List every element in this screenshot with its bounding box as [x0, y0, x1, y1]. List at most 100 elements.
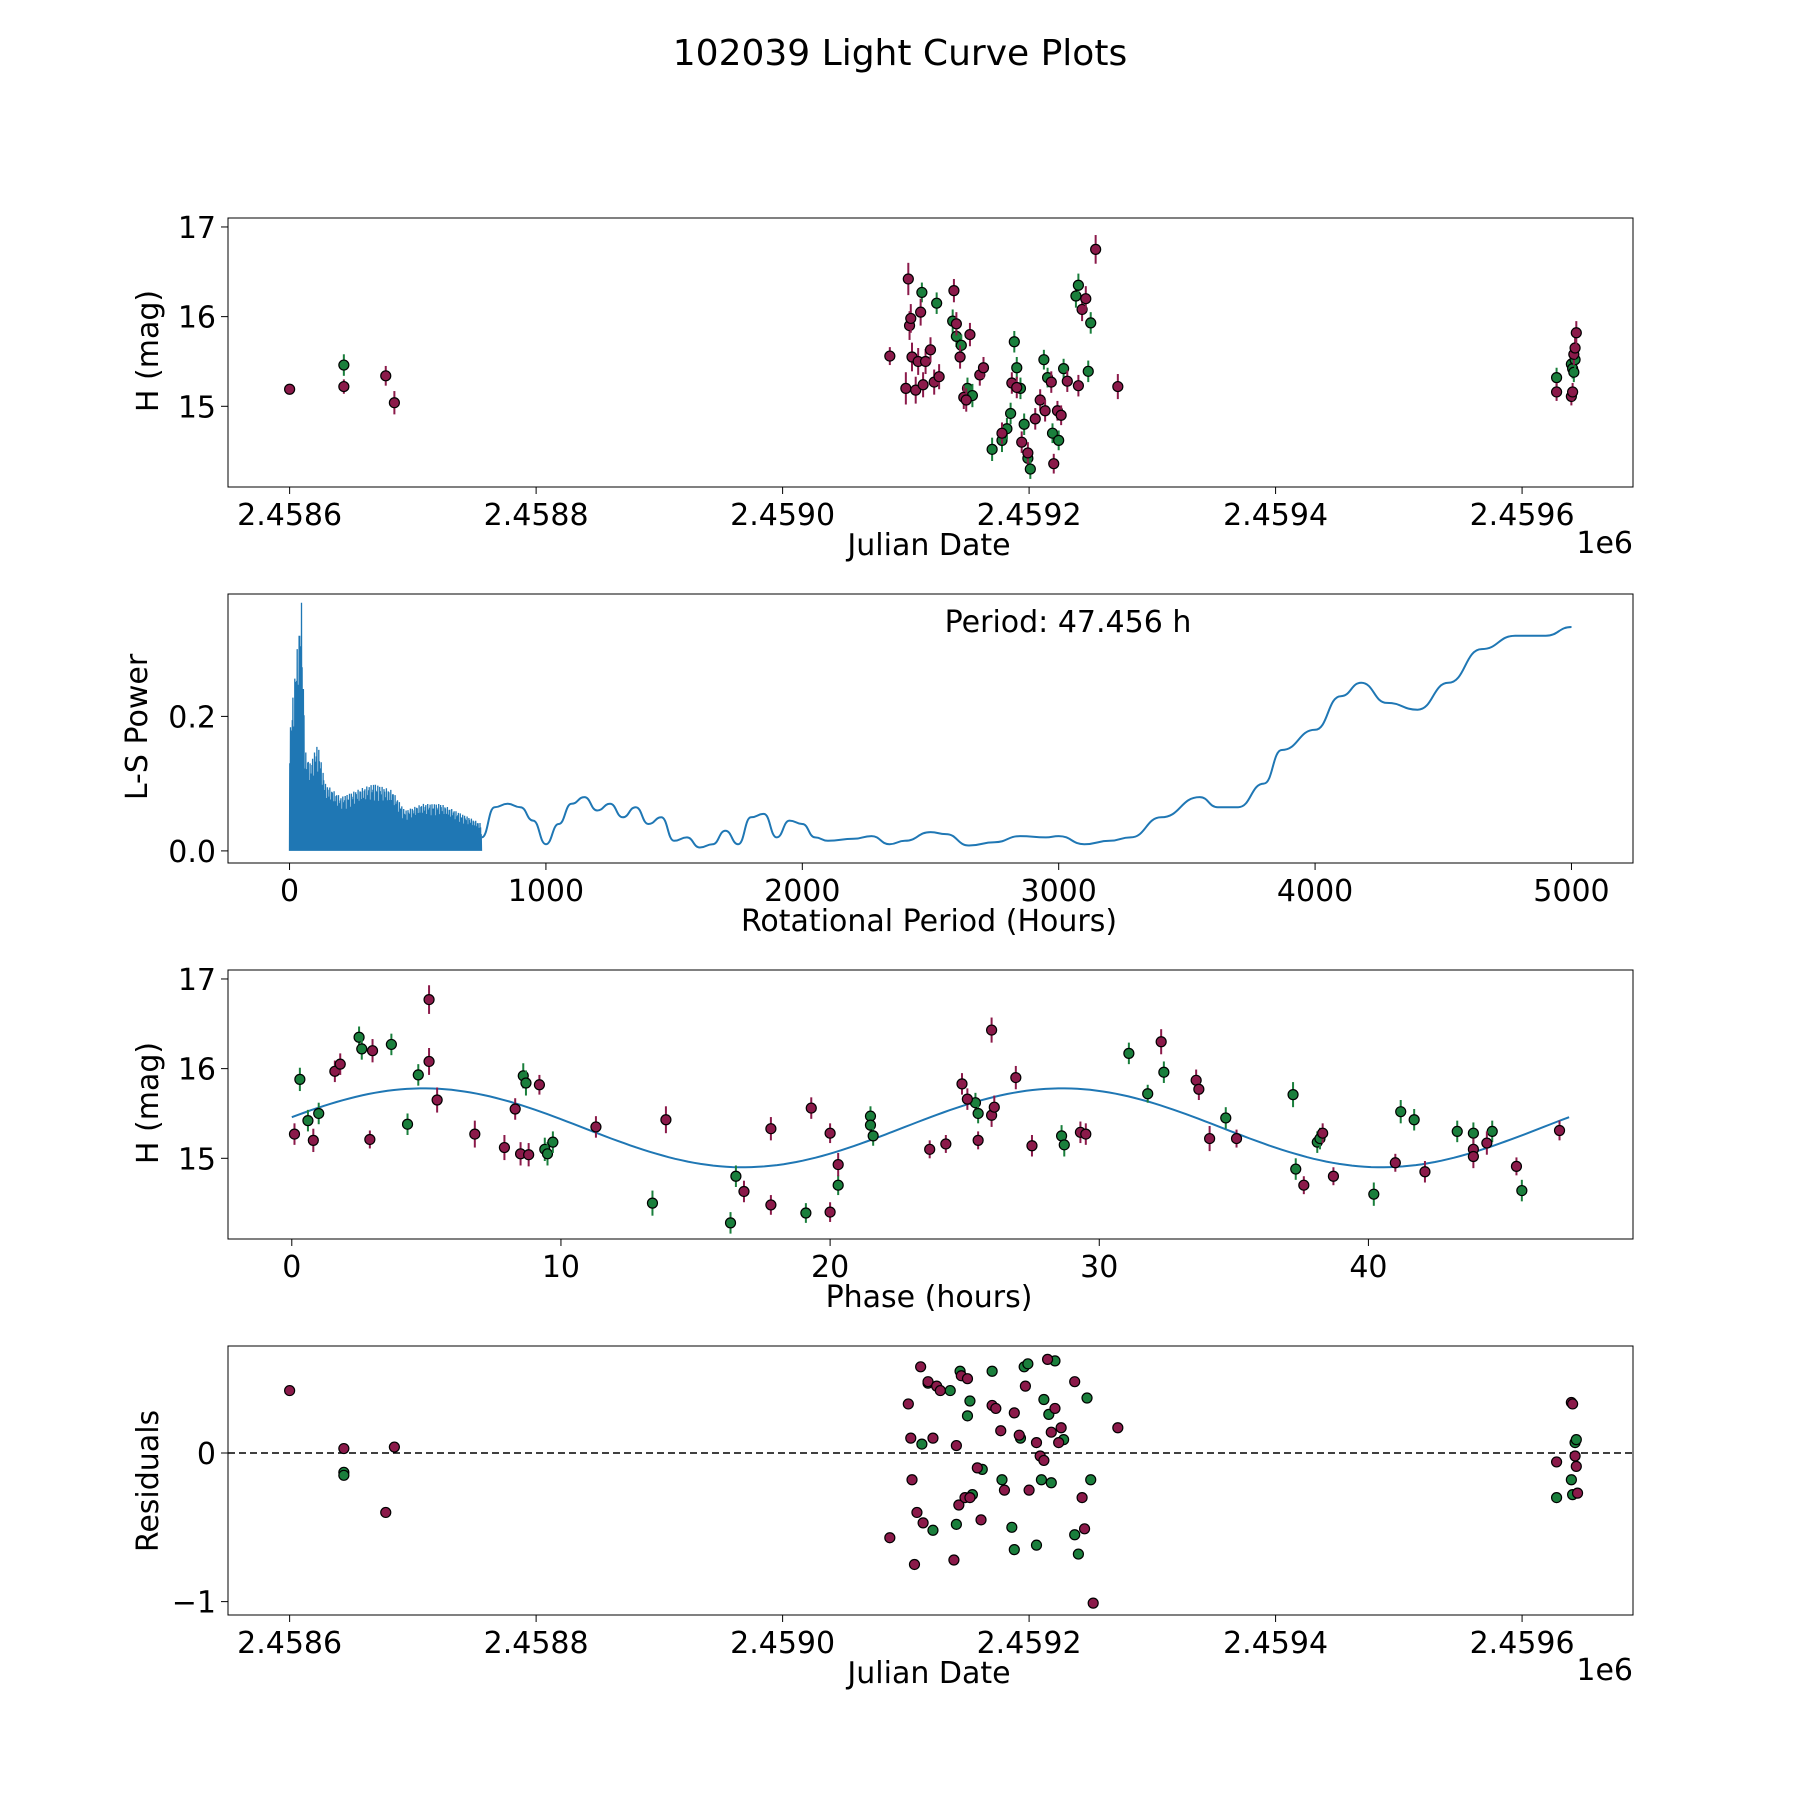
data-point [1568, 366, 1580, 378]
data-point [423, 993, 435, 1006]
phased-curve-panel: Phase (hours) H (mag) 0 10 20 30 40 15 16 17 [131, 963, 1634, 1315]
data-point [1570, 1460, 1582, 1472]
y-tick-label: 15 [178, 1142, 216, 1177]
x-tick-label: 2.4590 [730, 1626, 835, 1661]
data-point [1569, 1450, 1581, 1462]
data-point [533, 1079, 546, 1091]
data-point [972, 1107, 984, 1120]
data-point [431, 1094, 443, 1106]
y-tick-label: 16 [178, 1053, 216, 1088]
x-tick-label: 4000 [1277, 874, 1353, 909]
x-tick-label: 0 [282, 1250, 301, 1285]
data-point [541, 1148, 554, 1160]
data-point [356, 1043, 368, 1055]
data-point [1006, 1521, 1018, 1533]
x-tick-label: 2.4592 [977, 498, 1082, 533]
data-point [964, 1395, 976, 1407]
data-point [1008, 1407, 1020, 1419]
data-point [1155, 1036, 1167, 1048]
data-point [1048, 458, 1060, 470]
data-point [1408, 1114, 1420, 1126]
data-point [338, 380, 350, 393]
plot-frame [227, 593, 1634, 864]
data-point [1550, 386, 1563, 398]
data-point [646, 1197, 659, 1209]
data-point [307, 1134, 319, 1146]
data-point [996, 1474, 1008, 1486]
data-point [1008, 1544, 1020, 1556]
data-point [1030, 1539, 1043, 1551]
data-point [916, 1438, 928, 1450]
data-point [1076, 303, 1088, 316]
x-tick-label: 2.4586 [237, 498, 342, 533]
data-point [288, 1128, 301, 1140]
data-point [1034, 394, 1046, 406]
data-point [1072, 1548, 1084, 1560]
data-point [1569, 342, 1581, 354]
data-point [961, 1373, 974, 1385]
data-point [960, 394, 972, 406]
data-point [1550, 1456, 1563, 1468]
data-point [1055, 409, 1067, 421]
data-point [1018, 418, 1030, 430]
data-point [1011, 381, 1023, 394]
data-point [401, 1118, 414, 1130]
data-point [765, 1123, 777, 1135]
data-point [824, 1206, 836, 1218]
data-point [1516, 1184, 1528, 1197]
data-point [284, 1384, 296, 1397]
data-point [906, 1474, 918, 1486]
data-point [1053, 1437, 1065, 1449]
data-point [950, 318, 962, 330]
data-point [902, 1398, 914, 1410]
data-point [988, 1101, 1000, 1113]
data-point [1087, 1597, 1099, 1609]
data-point [927, 1524, 939, 1536]
data-point [338, 1469, 350, 1481]
periodogram-dense-line [288, 602, 483, 851]
data-point [294, 1073, 306, 1085]
data-point [1419, 1166, 1431, 1178]
data-point [1053, 434, 1065, 446]
data-point [1085, 317, 1097, 329]
data-point [1553, 1124, 1566, 1137]
x-tick-label: 5000 [1533, 874, 1609, 909]
data-point [509, 1103, 521, 1115]
x-axis-offset-label: 1e6 [1576, 1653, 1633, 1688]
plot-frame [227, 217, 1634, 488]
data-point [884, 350, 896, 362]
x-tick-label: 2.4594 [1223, 1626, 1328, 1661]
data-point [1510, 1160, 1523, 1172]
data-point [832, 1179, 844, 1191]
data-point [1570, 1434, 1582, 1446]
data-point [948, 1554, 960, 1566]
data-point [961, 1093, 973, 1105]
data-point [905, 1432, 917, 1444]
x-tick-label: 2.4588 [484, 498, 589, 533]
data-point [1045, 1426, 1057, 1438]
plot-frame [227, 969, 1634, 1240]
data-point [1038, 1454, 1050, 1467]
data-point [917, 379, 929, 391]
data-point [1080, 293, 1092, 305]
y-axis-label: H (mag) [131, 290, 166, 412]
x-tick-label: 2.4596 [1470, 1626, 1575, 1661]
data-point [1080, 1128, 1092, 1140]
data-point [986, 1365, 998, 1377]
data-point [1058, 1139, 1070, 1151]
data-point [998, 1484, 1011, 1496]
data-point [884, 1532, 896, 1544]
data-point [927, 1432, 939, 1444]
data-point [1055, 1422, 1067, 1434]
data-point [977, 362, 990, 374]
data-point [738, 1185, 750, 1198]
data-point [915, 306, 927, 318]
data-point [975, 1514, 987, 1526]
y-tick-label: 0.0 [168, 835, 216, 870]
x-tick-label: 3000 [1021, 874, 1097, 909]
data-point [1220, 1112, 1232, 1124]
data-point [1010, 1071, 1022, 1084]
y-axis-label: L-S Power [120, 653, 155, 800]
data-point [1486, 1125, 1498, 1138]
data-point [954, 351, 966, 363]
